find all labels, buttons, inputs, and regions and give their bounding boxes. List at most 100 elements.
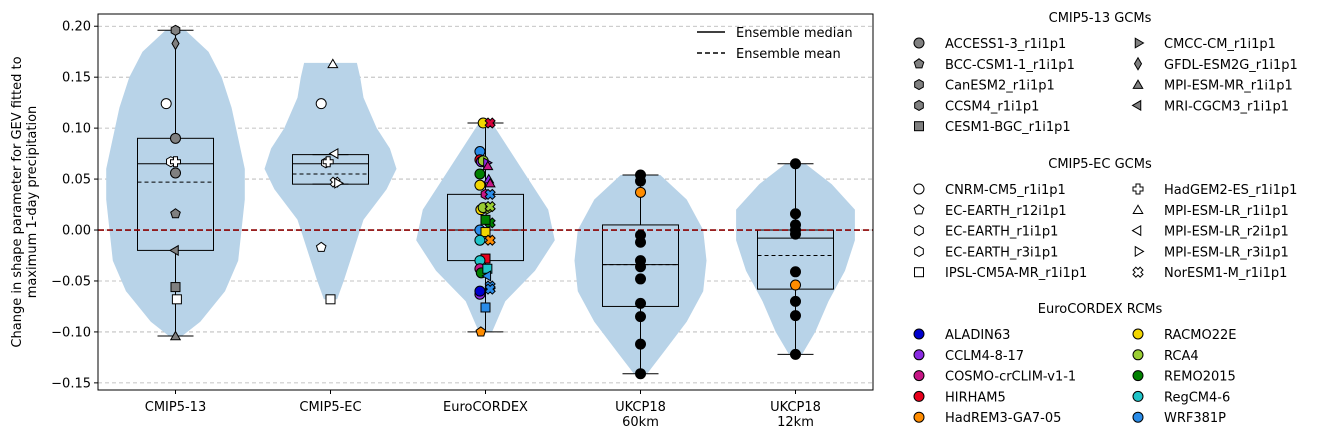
legend-label: MPI-ESM-LR_r3i1p1 xyxy=(1164,245,1289,260)
legend-label: ALADIN63 xyxy=(945,328,1010,343)
legend-marker xyxy=(913,183,925,195)
legend-label: ACCESS1-3_r1i1p1 xyxy=(945,37,1066,52)
legend-label: CESM1-BGC_r1i1p1 xyxy=(945,120,1071,135)
x-tick-label: UKCP18 xyxy=(770,400,821,415)
data-point xyxy=(484,177,496,188)
data-point xyxy=(322,156,334,168)
data-point xyxy=(790,310,801,322)
data-point xyxy=(790,266,801,278)
line-legend-label: Ensemble median xyxy=(736,26,853,41)
legend-marker xyxy=(1132,349,1144,361)
legend-entry: CESM1-BGC_r1i1p1 xyxy=(914,120,1071,135)
data-point xyxy=(334,177,344,189)
data-point xyxy=(475,326,487,337)
line-legend-entry: Ensemble median xyxy=(697,26,853,41)
data-points xyxy=(160,24,801,380)
data-point xyxy=(168,244,179,257)
data-point xyxy=(171,294,182,305)
legend-marker xyxy=(1132,370,1144,382)
legend-label: HadGEM2-ES_r1i1p1 xyxy=(1164,183,1297,198)
violins xyxy=(106,30,855,374)
line-legend-entry: Ensemble mean xyxy=(697,47,841,62)
legend-group-title: CMIP5-13 GCMs xyxy=(1049,11,1152,26)
legend-label: CCSM4_r1i1p1 xyxy=(945,99,1039,114)
legend-marker xyxy=(913,328,925,340)
legend-group-title: EuroCORDEX RCMs xyxy=(1038,302,1163,317)
data-point xyxy=(790,158,801,170)
legend-entry: COSMO-crCLIM-v1-1 xyxy=(913,370,1076,385)
legend-marker xyxy=(1132,411,1144,423)
data-point xyxy=(170,24,181,36)
x-tick-label: CMIP5-EC xyxy=(299,400,361,415)
legend-group-0: CMIP5-13 GCMs ACCESS1-3_r1i1p1 BCC-CSM1-1_… xyxy=(913,11,1298,135)
data-point xyxy=(474,285,486,297)
legend-marker xyxy=(1132,79,1144,89)
legend-marker xyxy=(913,390,925,402)
violin-1 xyxy=(264,62,397,300)
legend-label: RegCM4-6 xyxy=(1164,390,1230,405)
data-point xyxy=(635,186,646,198)
legend-label: MPI-ESM-LR_r1i1p1 xyxy=(1164,204,1289,219)
y-axis-label-line: maximum 1-day precipitation xyxy=(25,106,40,299)
legend-label: EC-EARTH_r3i1p1 xyxy=(945,245,1058,260)
legend-label: MPI-ESM-MR_r1i1p1 xyxy=(1164,79,1293,94)
data-point xyxy=(484,234,496,246)
legend-entry: GFDL-ESM2G_r1i1p1 xyxy=(1133,56,1298,73)
data-point xyxy=(635,297,646,309)
y-axis-label: Change in shape parameter for GEV fitted… xyxy=(10,56,40,347)
legend-marker xyxy=(913,37,925,49)
legend-label: HIRHAM5 xyxy=(945,390,1006,405)
data-point xyxy=(474,168,486,180)
legend-label: WRF381P xyxy=(1164,411,1226,426)
x-axis: CMIP5-13 CMIP5-EC EuroCORDEX UKCP1860kmUKCP… xyxy=(145,390,821,430)
data-point xyxy=(484,188,496,201)
legend-entry: MPI-ESM-LR_r1i1p1 xyxy=(1132,204,1289,219)
data-point xyxy=(315,98,327,110)
legend-marker xyxy=(1132,183,1144,195)
legend-label: IPSL-CM5A-MR_r1i1p1 xyxy=(945,266,1087,281)
legend-marker xyxy=(913,204,925,215)
legend-entry: HadREM3-GA7-05 xyxy=(913,411,1061,426)
legend-marker xyxy=(914,99,924,111)
legend-label: NorESM1-M_r1i1p1 xyxy=(1164,266,1287,281)
data-point xyxy=(315,241,327,252)
legend-label: BCC-CSM1-1_r1i1p1 xyxy=(945,58,1075,73)
legend-entry: MRI-CGCM3_r1i1p1 xyxy=(1131,99,1289,114)
legend-marker xyxy=(914,121,924,132)
data-point xyxy=(481,270,492,282)
data-point xyxy=(484,117,496,129)
legend-entry: RegCM4-6 xyxy=(1132,390,1230,405)
legend-marker xyxy=(1132,328,1144,340)
data-point xyxy=(635,236,646,248)
y-tick-label: 0.00 xyxy=(62,224,91,239)
x-tick-label: 12km xyxy=(777,415,814,430)
y-tick-label: 0.05 xyxy=(62,173,91,188)
violin-4 xyxy=(736,163,855,355)
data-point xyxy=(635,311,646,323)
legend-marker xyxy=(913,411,925,423)
legend-label: MRI-CGCM3_r1i1p1 xyxy=(1164,99,1289,114)
y-tick-label: 0.20 xyxy=(62,20,91,35)
legend-marker xyxy=(1131,99,1142,112)
data-point xyxy=(170,282,181,293)
data-point xyxy=(474,234,486,246)
legend-marker xyxy=(913,58,925,69)
legend-entry: WRF381P xyxy=(1132,411,1226,426)
data-point xyxy=(484,200,496,213)
legend-entry: NorESM1-M_r1i1p1 xyxy=(1132,266,1287,281)
legend-entry: CanESM2_r1i1p1 xyxy=(914,79,1055,94)
legend-entry: MPI-ESM-LR_r2i1p1 xyxy=(1131,225,1289,240)
legend-marker xyxy=(913,349,925,361)
data-point xyxy=(635,273,646,285)
legend-entry: RACMO22E xyxy=(1132,328,1236,343)
legend-label: GFDL-ESM2G_r1i1p1 xyxy=(1164,58,1298,73)
legend-marker xyxy=(914,225,924,237)
legend-entry: CCLM4-8-17 xyxy=(913,349,1024,364)
legend-label: CanESM2_r1i1p1 xyxy=(945,79,1055,94)
legend-entry: HadGEM2-ES_r1i1p1 xyxy=(1132,183,1297,198)
data-point xyxy=(790,348,801,360)
data-point xyxy=(635,175,646,187)
legend-entry: CCSM4_r1i1p1 xyxy=(914,99,1039,114)
legend-marker xyxy=(914,79,924,91)
data-point xyxy=(482,160,494,171)
